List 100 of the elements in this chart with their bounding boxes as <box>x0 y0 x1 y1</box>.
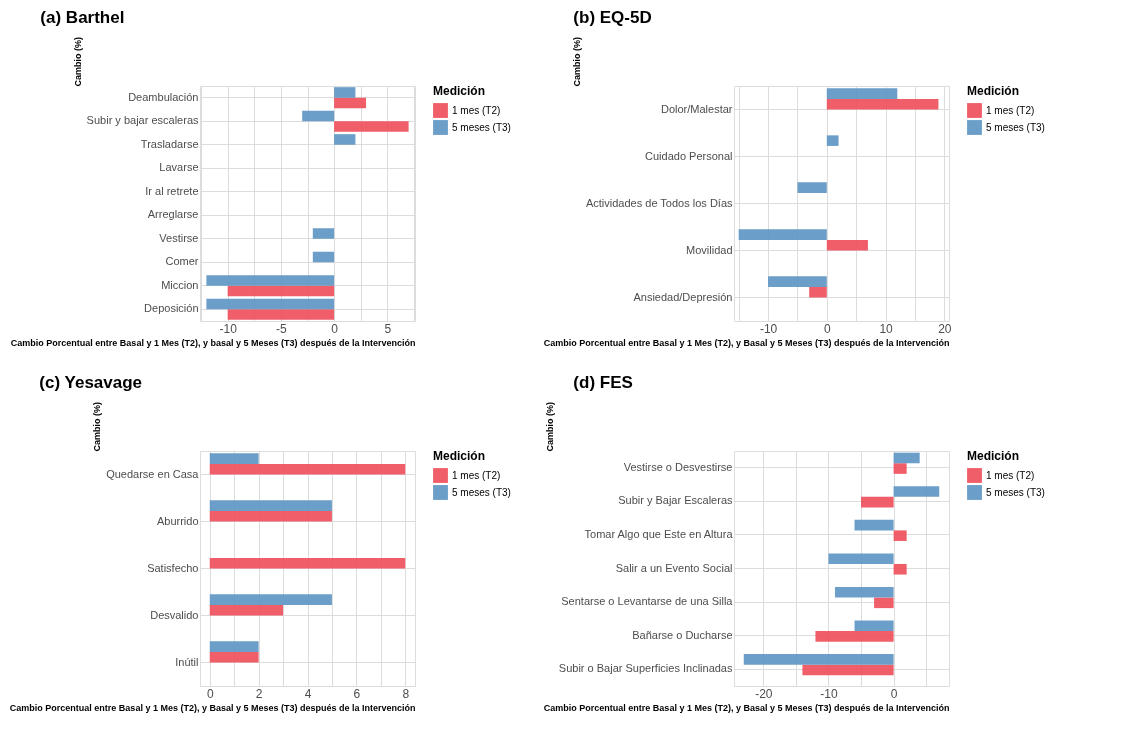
legend-label: 1 mes (T2) <box>452 104 501 116</box>
y-tick-label: Satisfecho <box>147 561 199 574</box>
x-tick-label: -10 <box>759 321 778 336</box>
x-axis-title: Cambio Porcentual entre Basal y 1 Mes (T2), y Basal y 5 Meses (T3) después de la Intervención <box>9 702 416 713</box>
chart-title: (d) FES <box>573 372 633 392</box>
bar <box>312 251 335 263</box>
y-tick-label: Deambulación <box>128 90 199 103</box>
y-tick-label: Deposición <box>144 302 199 315</box>
y-tick-label: Vestirse <box>159 231 199 244</box>
y-tick-label: Subir y bajar escaleras <box>86 114 199 127</box>
bar <box>334 121 409 132</box>
x-tick-label: -20 <box>755 686 773 701</box>
legend-label: 5 meses (T3) <box>986 121 1045 133</box>
legend-title: Medición <box>433 449 486 463</box>
y-tick-label: Arreglarse <box>147 208 199 221</box>
bar <box>854 620 894 632</box>
y-tick-label: Salir a un Evento Social <box>615 561 733 574</box>
bar <box>743 654 894 665</box>
bar <box>826 98 939 110</box>
y-axis-title: Cambio (%) <box>72 37 83 87</box>
y-tick-label: Bañarse o Ducharse <box>632 628 733 641</box>
legend-title: Medición <box>967 449 1020 463</box>
bar <box>854 519 894 531</box>
y-tick-label: Ansiedad/Depresión <box>633 290 733 303</box>
bar <box>334 97 367 109</box>
bar <box>797 182 827 193</box>
y-tick-label: Vestirse o Desvestirse <box>623 460 733 473</box>
x-tick-label: 6 <box>353 686 361 701</box>
chart-title: (c) Yesavage <box>39 372 143 392</box>
y-tick-label: Trasladarse <box>140 137 199 150</box>
x-axis-title: Cambio Porcentual entre Basal y 1 Mes (T2), y Basal y 5 Meses (T3) después de la Intervención <box>543 702 950 713</box>
y-tick-label: Actividades de Todos los Días <box>585 196 733 209</box>
bar <box>874 597 894 609</box>
y-axis-title: Cambio (%) <box>571 37 582 87</box>
legend-label: 1 mes (T2) <box>986 104 1035 116</box>
x-tick-label: 0 <box>331 321 339 336</box>
y-tick-label: Cuidado Personal <box>645 149 733 162</box>
legend-title: Medición <box>967 84 1020 98</box>
y-tick-label: Lavarse <box>159 161 199 174</box>
bar <box>826 239 868 251</box>
x-tick-label: -10 <box>219 321 238 336</box>
bar <box>828 553 894 564</box>
x-axis-title: Cambio Porcentual entre Basal y 1 Mes (T2), y basal y 5 Meses (T3) después de la Intervención <box>10 337 416 348</box>
bar <box>893 452 920 464</box>
bar <box>227 309 335 320</box>
bar <box>802 664 894 676</box>
bar <box>209 510 332 522</box>
bar <box>206 275 335 286</box>
x-tick-label: 10 <box>879 321 894 336</box>
bar <box>209 557 406 569</box>
chart-title: (a) Barthel <box>40 7 125 27</box>
legend-label: 5 meses (T3) <box>452 486 511 498</box>
legend-label: 5 meses (T3) <box>986 486 1045 498</box>
bar <box>209 500 332 511</box>
x-tick-label: 0 <box>206 686 214 701</box>
y-tick-label: Aburrido <box>156 514 199 527</box>
x-axis-title: Cambio Porcentual entre Basal y 1 Mes (T2), y Basal y 5 Meses (T3) después de la Intervención <box>543 337 950 348</box>
bar <box>209 651 259 663</box>
bar <box>738 229 827 240</box>
bar <box>893 463 907 474</box>
bar <box>834 586 894 598</box>
y-tick-label: Inútil <box>175 655 199 668</box>
bar <box>209 594 332 605</box>
y-tick-label: Desvalido <box>150 608 199 621</box>
x-tick-label: 8 <box>402 686 410 701</box>
x-tick-label: 2 <box>255 686 263 701</box>
x-tick-label: -5 <box>276 321 288 336</box>
legend-label: 1 mes (T2) <box>452 469 501 481</box>
y-tick-label: Subir o Bajar Superficies Inclinadas <box>558 662 733 675</box>
x-tick-label: 20 <box>938 321 952 336</box>
y-tick-label: Quedarse en Casa <box>106 467 200 480</box>
x-tick-label: 4 <box>304 686 312 701</box>
bar <box>209 604 284 616</box>
bar <box>209 641 259 652</box>
y-axis-title: Cambio (%) <box>544 402 555 452</box>
chart-title: (b) EQ-5D <box>573 7 652 27</box>
legend-label: 5 meses (T3) <box>452 121 511 133</box>
x-tick-label: 0 <box>890 686 898 701</box>
y-tick-label: Comer <box>165 255 199 268</box>
bar <box>209 463 406 475</box>
y-axis-title: Cambio (%) <box>92 402 103 452</box>
bar <box>861 496 894 508</box>
bar <box>893 563 907 575</box>
x-tick-label: -10 <box>820 686 838 701</box>
bar <box>815 631 894 642</box>
bar <box>312 228 335 239</box>
bar <box>209 453 259 464</box>
y-tick-label: Tomar Algo que Este en Altura <box>584 527 734 540</box>
bar <box>768 276 827 287</box>
bar <box>302 110 335 122</box>
y-tick-label: Sentarse o Levantarse de una Silla <box>561 595 734 608</box>
y-tick-label: Miccion <box>161 278 199 291</box>
bar <box>334 87 356 98</box>
bar <box>809 286 827 298</box>
legend-title: Medición <box>433 84 486 98</box>
bar <box>893 486 940 497</box>
y-tick-label: Subir y Bajar Escaleras <box>618 494 733 507</box>
bar <box>826 135 839 146</box>
legend-label: 1 mes (T2) <box>986 469 1035 481</box>
x-tick-label: 5 <box>384 321 392 336</box>
